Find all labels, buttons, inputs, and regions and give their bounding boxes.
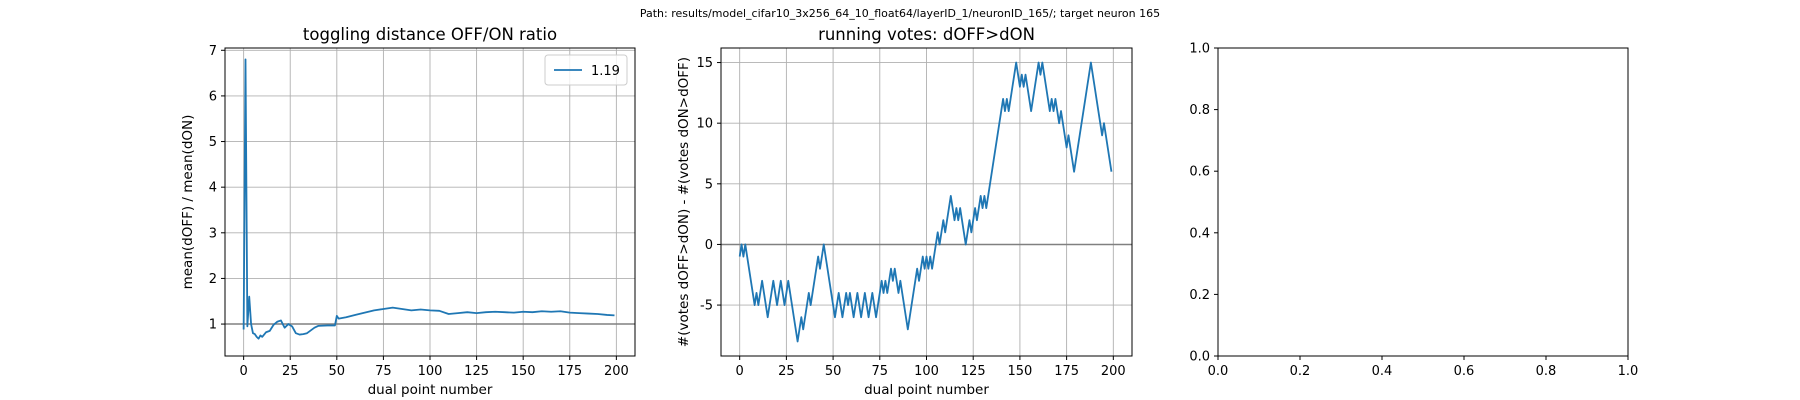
y-tick-label: 5 (705, 177, 713, 192)
x-tick-label: 125 (464, 364, 489, 379)
y-tick-label: 10 (696, 117, 713, 132)
y-axis-label: #(votes dOFF>dON) - #(votes dON>dOFF) (676, 57, 692, 347)
x-tick-label: 100 (418, 364, 443, 379)
x-tick-label: 75 (872, 364, 889, 379)
x-tick-label: 50 (825, 364, 842, 379)
subplot-3: 0.0 0.2 0.4 0.6 0.8 1.0 0.0 0.2 0.4 0.6 0.8 1.0 (1189, 42, 1638, 380)
subplot-2: 0 25 50 75 100 125 150 175 200 -5 0 5 10 15 running vo… (676, 25, 1133, 398)
x-tick-label: 100 (914, 364, 939, 379)
y-tick-label: 0.0 (1189, 350, 1210, 365)
x-tick-label: 0.2 (1290, 364, 1311, 379)
y-tick-label: 0.8 (1189, 103, 1210, 118)
x-tick-label: 150 (511, 364, 536, 379)
x-tick-label: 150 (1007, 364, 1032, 379)
x-tick-label: 200 (1101, 364, 1126, 379)
y-tick-label: 3 (209, 226, 217, 241)
legend-box (544, 54, 628, 86)
subplot-1: 0 25 50 75 100 125 150 175 200 1 2 3 4 5 6 7 toggling di… (180, 25, 636, 398)
x-axis-label: dual point number (368, 382, 493, 398)
y-tick-label: 0.6 (1189, 165, 1210, 180)
y-tick-label: 7 (209, 44, 217, 59)
y-tick-label: 0.2 (1189, 288, 1210, 303)
x-tick-label: 0.0 (1208, 364, 1229, 379)
x-tick-label: 125 (961, 364, 986, 379)
series-line-1 (738, 61, 1113, 343)
y-tick-label: 2 (209, 272, 217, 287)
x-tick-label: 0 (736, 364, 744, 379)
y-tick-label: 1.0 (1189, 42, 1210, 57)
y-axis-label: mean(dOFF) / mean(dON) (180, 115, 196, 290)
x-tick-label: 50 (329, 364, 346, 379)
y-tick-label: 1 (209, 318, 217, 333)
x-axis-label: dual point number (864, 382, 989, 398)
x-tick-label: 25 (282, 364, 299, 379)
chart-title: toggling distance OFF/ON ratio (303, 25, 557, 44)
x-tick-label: 175 (557, 364, 582, 379)
x-tick-label: 75 (375, 364, 392, 379)
axes-frame (1217, 47, 1629, 357)
chart-title: running votes: dOFF>dON (818, 25, 1035, 44)
y-tick-label: 15 (696, 56, 713, 71)
x-tick-label: 0 (239, 364, 247, 379)
x-tick-label: 0.6 (1454, 364, 1475, 379)
x-tick-label: 0.4 (1372, 364, 1393, 379)
x-tick-label: 200 (604, 364, 629, 379)
x-tick-label: 175 (1054, 364, 1079, 379)
x-tick-label: 0.8 (1536, 364, 1557, 379)
series-line-1 (242, 58, 615, 340)
y-tick-label: 5 (209, 135, 217, 150)
x-tick-label: 25 (778, 364, 795, 379)
legend: 1.19 (544, 54, 628, 86)
y-tick-label: 0 (705, 238, 713, 253)
figure-suptitle: Path: results/model_cifar10_3x256_64_10_… (640, 7, 1160, 20)
y-tick-label: -5 (700, 299, 713, 314)
y-tick-label: 0.4 (1189, 226, 1210, 241)
legend-entry: 1.19 (591, 64, 620, 79)
y-tick-label: 6 (209, 89, 217, 104)
y-tick-label: 4 (209, 181, 217, 196)
x-tick-label: 1.0 (1618, 364, 1639, 379)
